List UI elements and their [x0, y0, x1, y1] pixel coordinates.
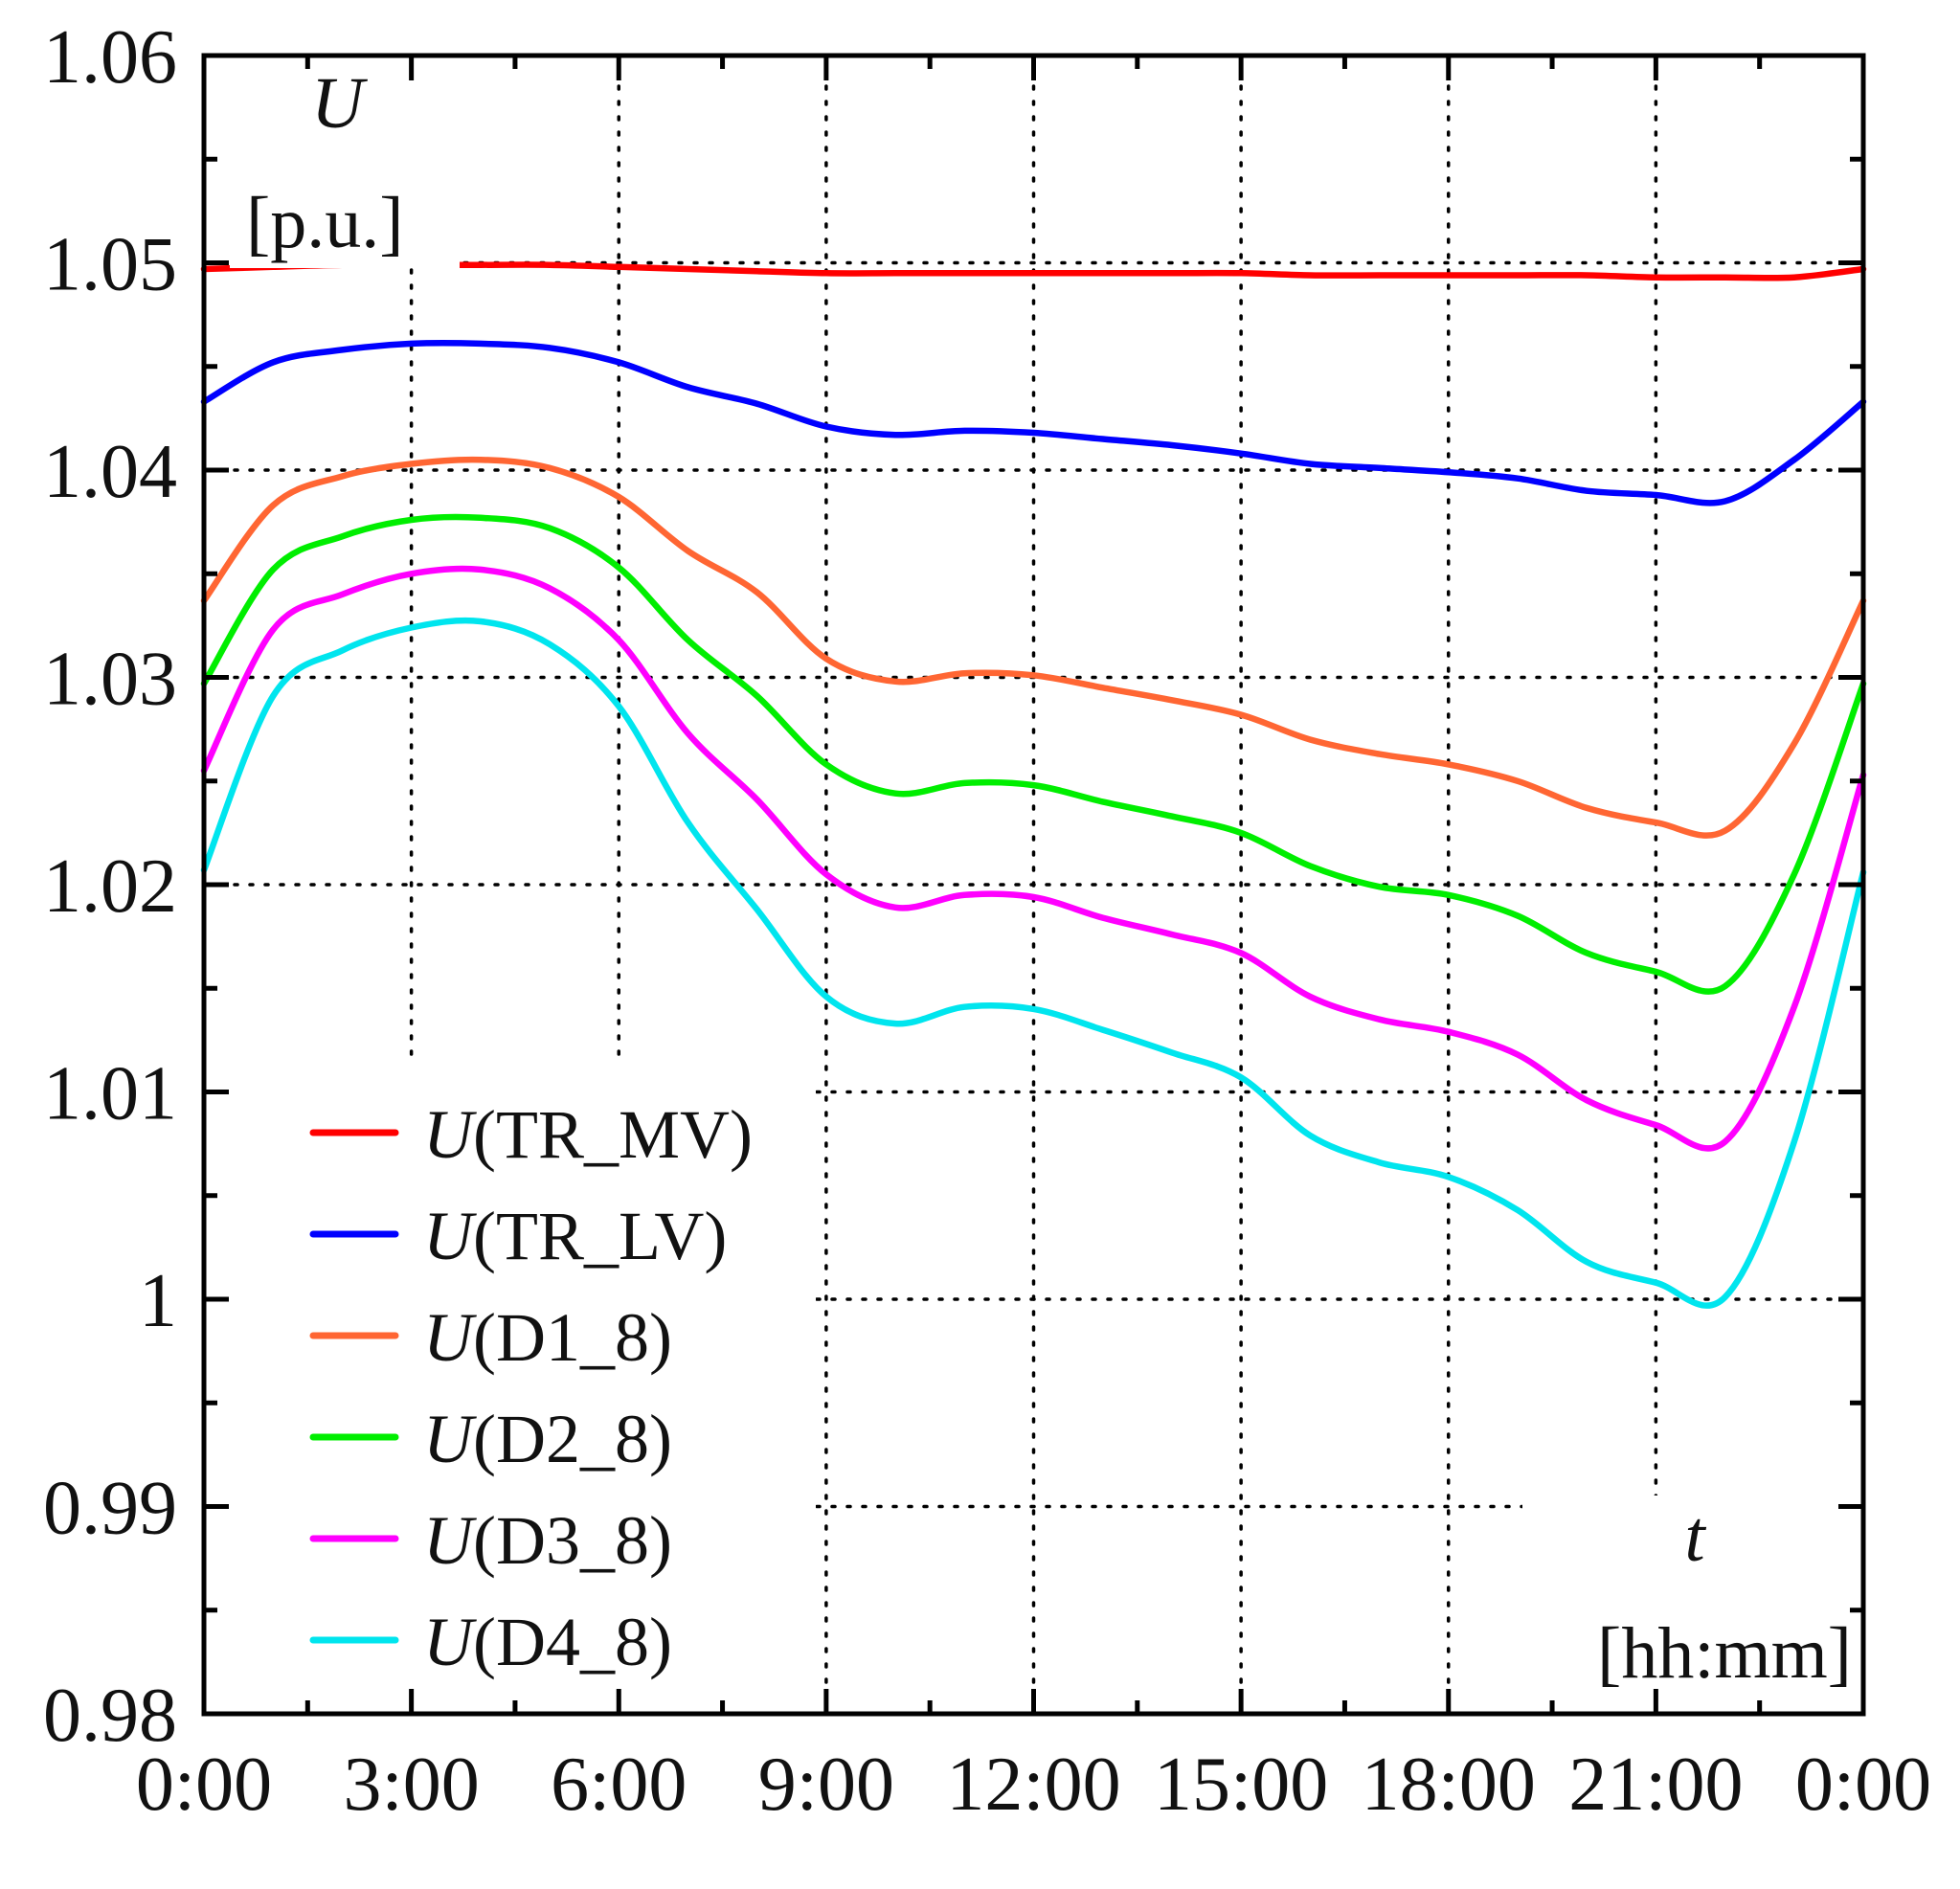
- x-tick-label: 18:00: [1362, 1743, 1536, 1827]
- legend-item: U(TR_MV): [309, 1096, 753, 1173]
- x-tick-label: 0:00: [136, 1743, 272, 1827]
- x-axis-unit: [hh:mm]: [1597, 1613, 1852, 1694]
- y-tick-label: 0.99: [43, 1467, 177, 1551]
- x-tick-labels: 0:00 3:00 6:00 9:00 12:00 15:00 18:00 21:00 0:00: [136, 1743, 1931, 1827]
- legend-label: U(D3_8): [423, 1502, 672, 1579]
- series-line-tr-lv: [200, 340, 1867, 506]
- legend-label: U(D2_8): [423, 1401, 672, 1477]
- legend-label: U(TR_MV): [423, 1096, 753, 1173]
- y-tick-label: 1.06: [43, 15, 177, 100]
- xlabel-mask: [1522, 1495, 1862, 1708]
- y-axis-symbol: U: [311, 63, 368, 144]
- series-line-tr-mv: [200, 261, 1867, 281]
- x-tick-label: 12:00: [946, 1743, 1120, 1827]
- x-tick-label: 21:00: [1568, 1743, 1743, 1827]
- series-line-d4-8: [200, 617, 1867, 1309]
- legend-item: U(D3_8): [309, 1502, 672, 1579]
- x-axis-symbol: t: [1684, 1496, 1706, 1577]
- legend-item: U(D2_8): [309, 1401, 672, 1477]
- y-axis-unit: [p.u.]: [246, 183, 404, 263]
- y-tick-label: 1: [139, 1259, 177, 1343]
- legend-item: U(D1_8): [309, 1299, 672, 1376]
- legend-mask: [213, 1065, 816, 1725]
- y-tick-label: 1.01: [43, 1052, 177, 1136]
- series-lines: [200, 261, 1867, 1309]
- axis-ticks: [201, 53, 1866, 1717]
- legend-label: U(D1_8): [423, 1299, 672, 1376]
- x-tick-label: 3:00: [344, 1743, 480, 1827]
- y-tick-label: 0.98: [43, 1674, 177, 1758]
- ylabel-mask: [230, 59, 460, 268]
- plot-frame: [201, 53, 1866, 1717]
- x-tick-label: 9:00: [758, 1743, 894, 1827]
- x-tick-label: 0:00: [1795, 1743, 1931, 1827]
- x-tick-label: 6:00: [551, 1743, 687, 1827]
- y-tick-label: 1.04: [43, 430, 177, 514]
- series-line-d1-8: [200, 456, 1867, 839]
- y-tick-label: 1.05: [43, 223, 177, 307]
- legend-item: U(D4_8): [309, 1604, 672, 1680]
- legend-label: U(D4_8): [423, 1604, 672, 1680]
- y-tick-label: 1.03: [43, 638, 177, 722]
- legend-item: U(TR_LV): [309, 1198, 727, 1274]
- legend-label: U(TR_LV): [423, 1198, 727, 1274]
- x-tick-label: 15:00: [1154, 1743, 1328, 1827]
- legend: U(TR_MV) U(TR_LV) U(D1_8) U(D2_8) U(D3_8) U(D…: [309, 1096, 753, 1680]
- y-tick-label: 1.02: [43, 844, 177, 929]
- y-tick-labels: 0.98 0.99 1 1.01 1.02 1.03 1.04 1.05 1.06: [43, 15, 177, 1758]
- series-line-d2-8: [200, 513, 1867, 995]
- series-line-d3-8: [200, 565, 1867, 1152]
